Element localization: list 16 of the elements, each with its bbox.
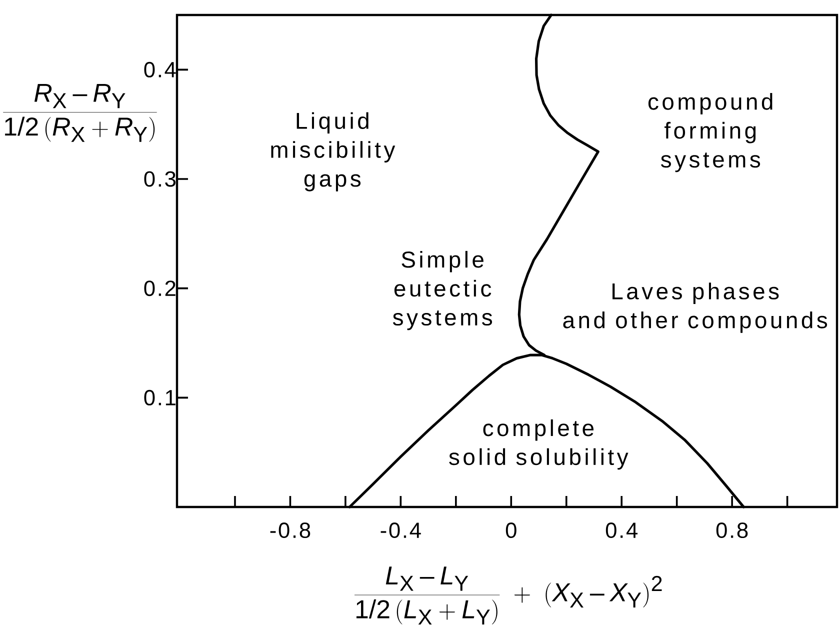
y-tick-label: 0.1 (144, 390, 176, 406)
x-tick-label: 0.4 (606, 522, 638, 538)
x-tick-label: -0.4 (380, 522, 421, 538)
y-tick-label: 0.4 (144, 62, 176, 78)
x-tick-label: 0.8 (716, 522, 748, 538)
y-tick-label: 0.2 (144, 280, 176, 296)
y-axis-title: $\frac{R_{\mathrm{X}}-R_{\mathrm{Y}}}{\mathrm{1/2}\,(R_{\mathrm{X}}+R_{\mathrm{Y}})}$ (3, 84, 157, 142)
annotation: Liquid miscibility gaps (271, 112, 396, 192)
x-tick-label: 0 (506, 522, 516, 538)
annotation: Simple eutectic systems (392, 250, 492, 330)
annotation: Laves phases and other compounds (563, 282, 828, 333)
annotation: complete solid solubility (449, 419, 628, 470)
x-tick-label: -0.8 (270, 522, 310, 538)
y-tick-label: 0.3 (144, 171, 176, 187)
x-axis-title: $\frac{L_{\mathrm{X}}-L_{\mathrm{Y}}}{\mathrm{1/2}\,(L_{\mathrm{X}}+L_{\mathrm{Y}})}\;+\;(X_{\mathrm{X}}-X_{\mathrm{Y}})^{\mathrm{2}}$ (354, 566, 662, 625)
annotation: compound forming systems (648, 93, 772, 172)
